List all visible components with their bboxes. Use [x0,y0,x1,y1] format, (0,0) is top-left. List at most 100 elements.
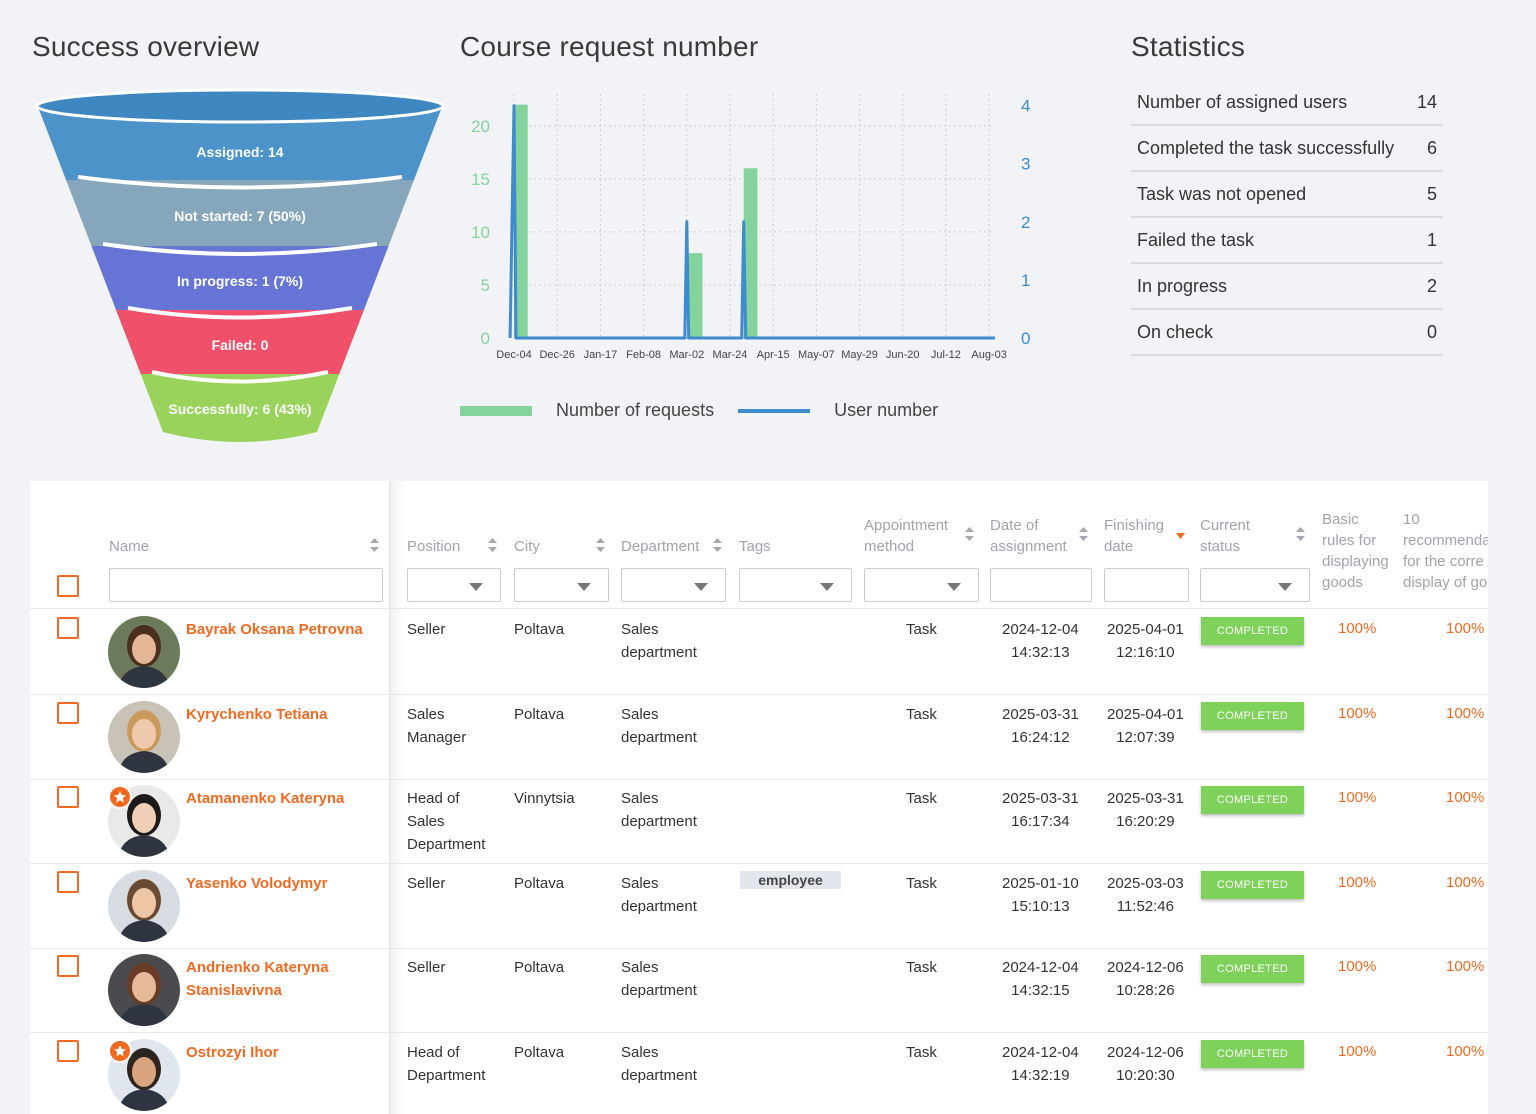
row-checkbox[interactable] [57,955,79,977]
avatar[interactable] [108,870,180,942]
tags-filter-select[interactable] [739,568,852,602]
bar [689,253,703,338]
cell-line: Manager [407,729,466,746]
cell-line: 2024-12-04 [1002,1044,1079,1061]
header-line: display of go [1403,574,1487,591]
header-date-of-assignment[interactable]: Date of assignment [990,515,1067,557]
header-basic-rules[interactable]: Basic rules for displaying goods [1322,509,1389,593]
course-request-title: Course request number [460,31,758,63]
table-row[interactable]: Atamanenko Kateryna Head of Sales Departmen… [30,779,1488,864]
cell-line: Department [407,1067,485,1084]
header-position[interactable]: Position [407,536,460,557]
basic-rules-score[interactable]: 100% [1338,1043,1376,1060]
user-name[interactable]: Yasenko Volodymyr [186,875,327,892]
row-checkbox[interactable] [57,786,79,808]
row-checkbox[interactable] [57,617,79,639]
header-line: recommenda [1403,532,1488,549]
user-name-cont[interactable]: Stanislavivna [186,982,282,999]
y-left-tick-label: 20 [471,117,490,136]
header-current-status[interactable]: Current status [1200,515,1250,557]
method-filter-select[interactable] [864,568,979,602]
table-row[interactable]: Bayrak Oksana Petrovna Seller Poltava Sales… [30,610,1488,695]
stat-label: Failed the task [1137,230,1254,251]
sort-icon[interactable] [965,527,974,541]
header-line: Current [1200,517,1250,534]
basic-rules-score[interactable]: 100% [1338,958,1376,975]
sort-icon[interactable] [1296,527,1305,541]
header-city[interactable]: City [514,536,540,557]
stat-label: In progress [1137,276,1227,297]
chevron-down-icon [469,583,483,591]
row-checkbox[interactable] [57,1040,79,1062]
recommendations-score[interactable]: 100% [1446,789,1484,806]
department-filter-select[interactable] [621,568,726,602]
basic-rules-score[interactable]: 100% [1338,705,1376,722]
assignment-date-cell: 2024-12-04 14:32:15 [1002,956,1079,1002]
sort-icon[interactable] [488,538,497,552]
recommendations-score[interactable]: 100% [1446,958,1484,975]
user-name-link[interactable]: Andrienko Kateryna Stanislavivna [186,956,376,1002]
position-cell: Sales Manager [407,703,466,749]
header-finishing-date[interactable]: Finishing date [1104,515,1164,557]
header-appointment-method[interactable]: Appointment method [864,515,948,557]
assignment-date-filter[interactable] [990,568,1092,602]
recommendations-score[interactable]: 100% [1446,620,1484,637]
recommendations-score[interactable]: 100% [1446,705,1484,722]
table-row[interactable]: Ostrozyi Ihor Head of Department Poltava Sal… [30,1033,1488,1114]
recommendations-score[interactable]: 100% [1446,1043,1484,1060]
sort-icon[interactable] [596,538,605,552]
name-filter-input[interactable] [109,568,383,602]
row-checkbox[interactable] [57,702,79,724]
avatar[interactable] [108,954,180,1026]
user-name[interactable]: Ostrozyi Ihor [186,1044,279,1061]
stat-value: 6 [1427,138,1437,159]
table-row[interactable]: Andrienko Kateryna Stanislavivna Seller Pol… [30,948,1488,1033]
user-name[interactable]: Andrienko Kateryna [186,959,329,976]
header-recommendations[interactable]: 10 recommenda for the corre display of go [1403,509,1488,593]
cell-line: Sales [621,706,659,723]
user-name[interactable]: Kyrychenko Tetiana [186,706,327,723]
header-line: Date of [990,517,1038,534]
user-name[interactable]: Atamanenko Kateryna [186,790,344,807]
sort-icon[interactable] [370,538,379,552]
user-name-link[interactable]: Atamanenko Kateryna [186,787,376,810]
sort-icon[interactable] [713,538,722,552]
header-line: status [1200,538,1240,555]
sort-desc-active-icon[interactable] [1176,533,1185,547]
table-row[interactable]: Kyrychenko Tetiana Sales Manager Poltava Sal… [30,695,1488,780]
recommendations-score[interactable]: 100% [1446,874,1484,891]
header-line: method [864,538,914,555]
basic-rules-score[interactable]: 100% [1338,874,1376,891]
position-filter-select[interactable] [407,568,501,602]
status-filter-select[interactable] [1200,568,1310,602]
finishing-date-filter[interactable] [1104,568,1189,602]
funnel-label-successfully: Successfully: 6 (43%) [168,401,311,417]
stat-row: In progress 2 [1131,264,1443,310]
position-cell: Seller [407,618,445,664]
y-left-tick-label: 10 [471,223,490,242]
department-cell: Sales department [621,956,697,1002]
user-name[interactable]: Bayrak Oksana Petrovna [186,621,363,638]
sort-icon[interactable] [1079,527,1088,541]
user-name-link[interactable]: Ostrozyi Ihor [186,1041,376,1064]
assignment-date-cell: 2025-01-10 15:10:13 [1002,872,1079,918]
table-row[interactable]: Yasenko Volodymyr Seller Poltava Sales depar… [30,864,1488,949]
user-name-link[interactable]: Kyrychenko Tetiana [186,703,376,726]
basic-rules-score[interactable]: 100% [1338,789,1376,806]
funnel-label-failed: Failed: 0 [212,337,269,353]
header-department[interactable]: Department [621,536,699,557]
header-line: Appointment [864,517,948,534]
header-name[interactable]: Name [109,536,149,557]
select-all-checkbox[interactable] [57,575,79,597]
assignment-date-cell: 2024-12-04 14:32:13 [1002,618,1079,664]
basic-rules-score[interactable]: 100% [1338,620,1376,637]
row-checkbox[interactable] [57,871,79,893]
avatar[interactable] [108,616,180,688]
avatar[interactable] [108,701,180,773]
user-name-link[interactable]: Yasenko Volodymyr [186,872,376,895]
user-name-link[interactable]: Bayrak Oksana Petrovna [186,618,376,641]
cell-line: Sales [621,790,659,807]
x-tick-label: Mar-02 [669,349,704,361]
header-line: for the corre [1403,553,1484,570]
city-filter-select[interactable] [514,568,609,602]
